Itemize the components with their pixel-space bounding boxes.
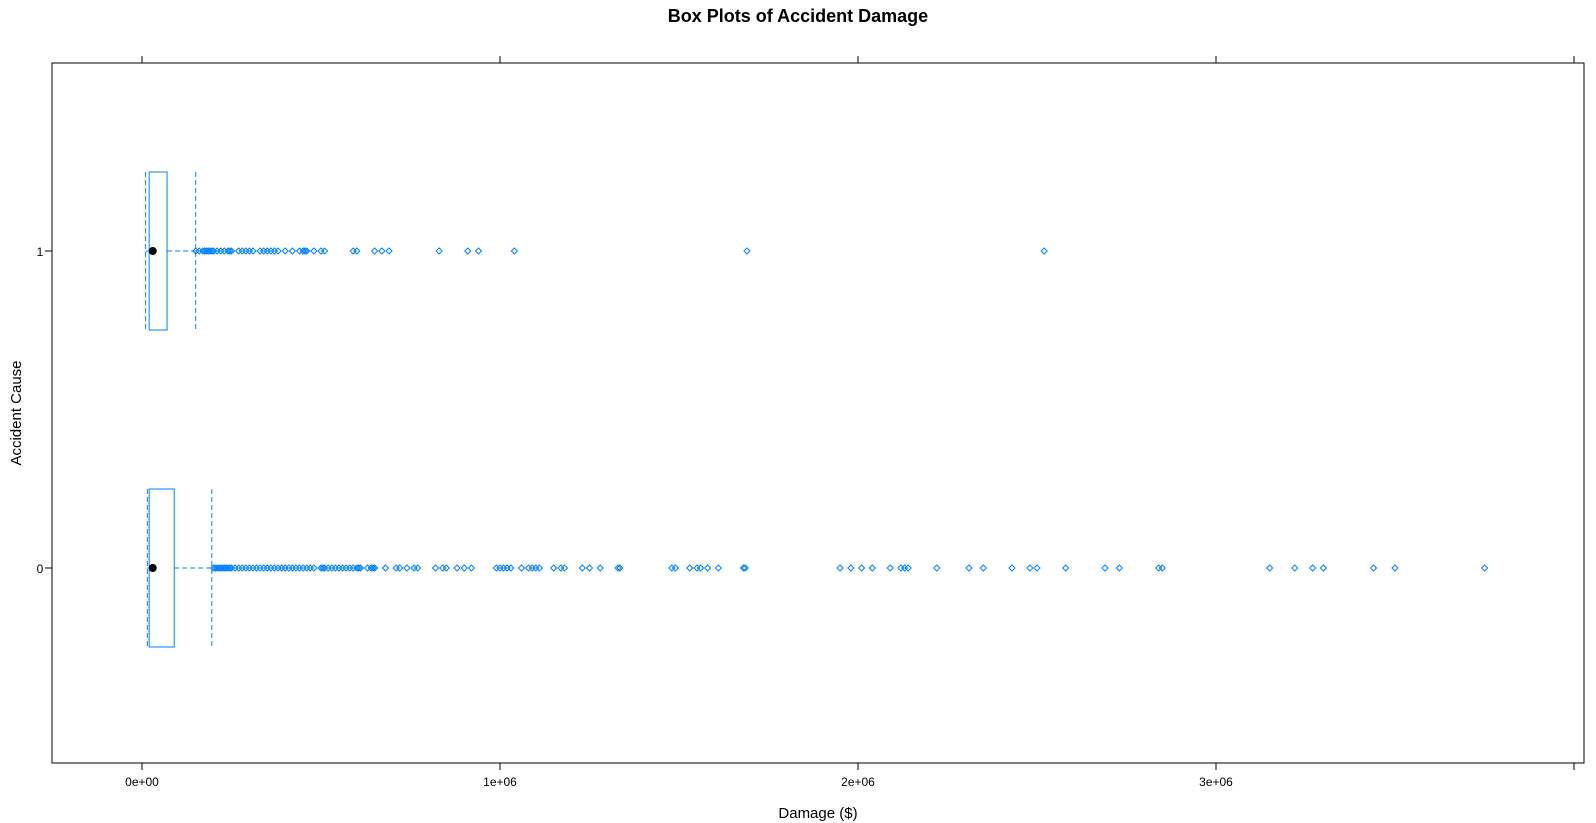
outlier-point [208,247,216,255]
box-layer [145,171,1489,648]
outlier-point [474,247,483,255]
outlier-point [320,247,329,255]
outlier-point [464,247,472,255]
outlier-point [1040,247,1048,255]
outlier-point [836,564,844,572]
outlier-point [1319,564,1328,572]
outlier-point [431,564,440,572]
outlier-point [739,564,748,572]
outlier-point [302,247,311,255]
outlier-point [507,564,515,572]
outlier-point [301,247,309,255]
outlier-point [847,564,855,572]
outlier-point [370,564,379,572]
outlier-point [933,564,941,572]
outlier-point [703,564,712,572]
outlier-point [403,564,411,572]
outlier-point [904,564,912,572]
outlier-point [370,247,379,255]
outlier-point [1391,564,1399,572]
outlier-point [435,247,443,255]
outlier-point [1308,564,1317,572]
outlier-point [979,564,988,572]
outlier-point [1265,564,1274,572]
outlier-point [354,564,363,572]
outlier-point [1026,564,1034,572]
outlier-point [460,564,468,572]
outlier-point [413,564,422,572]
outlier-point [369,564,377,572]
outlier-point [442,564,451,572]
outlier-point [1369,564,1378,572]
outlier-point [686,564,694,572]
outlier-point [1033,564,1041,572]
x-axis-label: Damage ($) [778,805,857,822]
outlier-point [616,564,624,572]
outlier-point [614,564,622,572]
outlier-point [560,564,569,572]
outlier-point [453,564,461,572]
x-tick-label: 1e+06 [483,775,517,789]
median-dot [148,564,157,572]
outlier-point [1101,564,1109,572]
outlier-point [1480,564,1489,572]
outlier-point [310,247,318,255]
outlier-point [671,564,680,572]
outlier-point [353,247,361,255]
outlier-point [535,564,544,572]
outlier-point [510,247,519,255]
outlier-point [585,564,594,572]
outlier-point [549,564,558,572]
outlier-point [274,247,282,255]
outlier-point [226,564,234,572]
x-tick-label: 3e+06 [1199,775,1233,789]
chart-title: Box Plots of Accident Damage [667,6,929,26]
x-tick-label: 2e+06 [841,775,875,789]
plot-frame [51,62,1585,764]
outlier-point [467,564,476,572]
outlier-point [743,247,751,255]
outlier-point [1158,564,1167,572]
y-axis-label: Accident Cause [8,360,25,465]
outlier-point [868,564,877,572]
outlier-point [356,564,365,572]
outlier-point [965,564,973,572]
outlier-point [281,247,289,255]
outlier-point [396,564,404,572]
outlier-point [1115,564,1124,572]
outlier-point [1291,564,1299,572]
outlier-point [886,564,894,572]
x-tick-label: 0e+00 [125,775,159,789]
outlier-point [288,247,297,255]
outlier-point [714,564,723,572]
box-group-0 [146,488,1489,648]
outlier-point [857,564,866,572]
outlier-point [319,564,327,572]
outlier-point [578,564,587,572]
outlier-point [226,247,234,255]
outlier-point [249,247,257,255]
y-tick-label: 0 [37,562,44,576]
outlier-point [385,247,393,255]
median-dot [148,247,157,255]
box-group-1 [145,171,1048,331]
outlier-point [378,247,386,255]
outlier-point [741,564,749,572]
outlier-point [1008,564,1016,572]
outlier-point [517,564,526,572]
outlier-point [1061,564,1070,572]
axis-layer: 0e+00 1e+06 2e+06 3e+06 0 1 [37,56,1575,789]
y-tick-label: 1 [37,245,44,259]
outlier-point [381,564,390,572]
outlier-point [310,564,318,572]
outlier-point [696,564,705,572]
outlier-point [596,564,604,572]
outlier-point [227,247,236,255]
